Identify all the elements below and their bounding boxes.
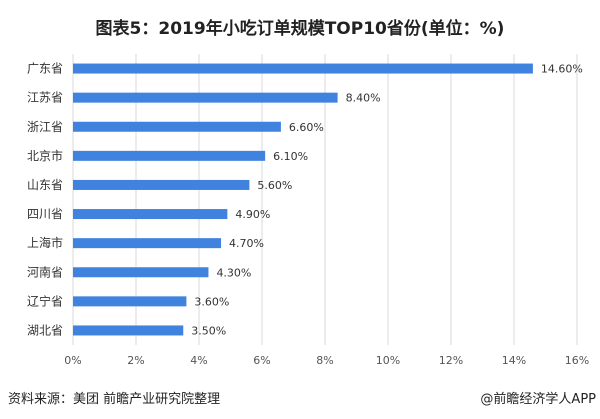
data-label: 14.60% <box>541 63 583 76</box>
x-tick-label: 14% <box>502 354 526 367</box>
bar-chart: 0% 2% 4% 6% 8% 10% 12% 14% 16% 广东省 14.60% 江苏省 8.40% 浙… <box>27 54 589 367</box>
bar <box>73 150 266 161</box>
x-tick-label: 10% <box>376 354 400 367</box>
bar <box>73 179 250 190</box>
bar <box>73 325 184 336</box>
data-label: 3.60% <box>194 295 229 308</box>
y-category-label: 江苏省 <box>27 91 63 105</box>
bar <box>73 63 533 74</box>
bar <box>73 238 222 249</box>
credit-note: @前瞻经济学人APP <box>480 392 596 407</box>
x-tick-label: 4% <box>190 354 207 367</box>
x-tick-label: 12% <box>439 354 463 367</box>
bar <box>73 121 281 132</box>
bar <box>73 92 338 103</box>
source-note: 资料来源：美团 前瞻产业研究院整理 <box>8 392 221 407</box>
x-tick-label: 8% <box>316 354 333 367</box>
data-label: 6.10% <box>273 150 308 163</box>
bar <box>73 296 187 307</box>
y-category-label: 四川省 <box>27 207 63 221</box>
bar <box>73 267 209 278</box>
data-label: 5.60% <box>257 179 292 192</box>
y-category-label: 山东省 <box>27 178 63 192</box>
chart-title: 图表5：2019年小吃订单规模TOP10省份(单位：%) <box>95 19 505 39</box>
y-category-label: 河南省 <box>27 264 63 279</box>
bar <box>73 209 228 220</box>
y-category-label: 湖北省 <box>27 322 63 337</box>
data-label: 6.60% <box>289 121 324 134</box>
x-tick-label: 16% <box>565 354 589 367</box>
x-tick-label: 6% <box>253 354 270 367</box>
y-category-label: 广东省 <box>27 62 63 76</box>
data-label: 8.40% <box>346 92 381 105</box>
data-label: 4.90% <box>235 208 270 221</box>
data-label: 3.50% <box>191 324 226 337</box>
y-category-label: 辽宁省 <box>27 293 63 308</box>
data-label: 4.70% <box>229 237 264 250</box>
y-category-label: 北京市 <box>27 148 63 163</box>
y-category-label: 浙江省 <box>27 120 63 134</box>
y-category-label: 上海市 <box>27 235 63 250</box>
x-tick-label: 0% <box>64 354 81 367</box>
data-label: 4.30% <box>216 266 251 279</box>
x-tick-label: 2% <box>127 354 144 367</box>
